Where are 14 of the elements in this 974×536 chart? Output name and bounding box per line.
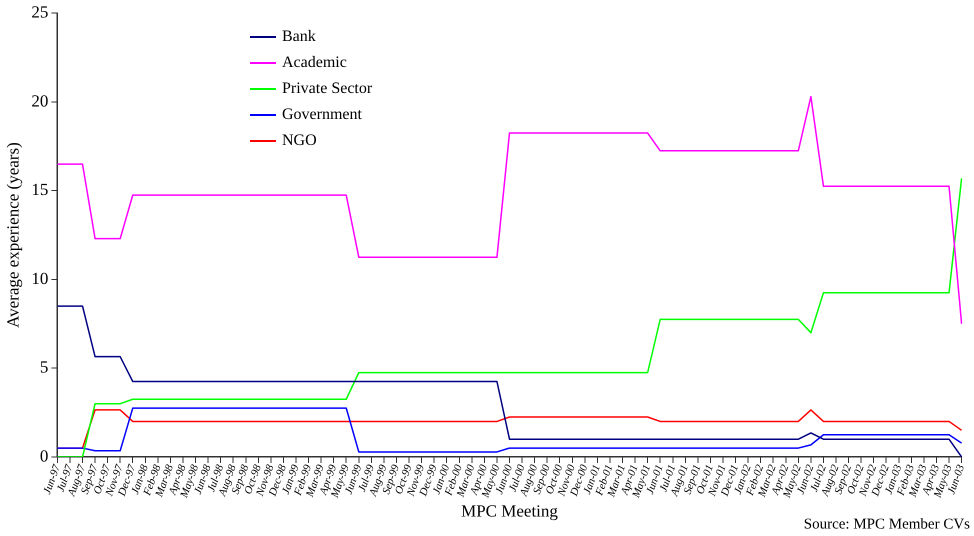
y-tick-label: 15 [31,180,48,200]
source-note: Source: MPC Member CVs [804,516,970,532]
y-tick-label: 25 [31,2,48,22]
y-tick-label: 5 [40,358,48,377]
legend-label: Bank [282,28,316,46]
legend-label: NGO [282,132,317,150]
y-tick-label: 10 [31,268,48,288]
y-axis-title: Average experience (years) [4,142,23,328]
legend-label: Government [282,106,362,124]
legend-label: Private Sector [282,80,372,98]
legend-label: Academic [282,54,347,72]
y-tick-label: 20 [31,91,48,110]
y-tick-label: 0 [40,446,48,466]
x-axis-title: MPC Meeting [461,501,558,520]
